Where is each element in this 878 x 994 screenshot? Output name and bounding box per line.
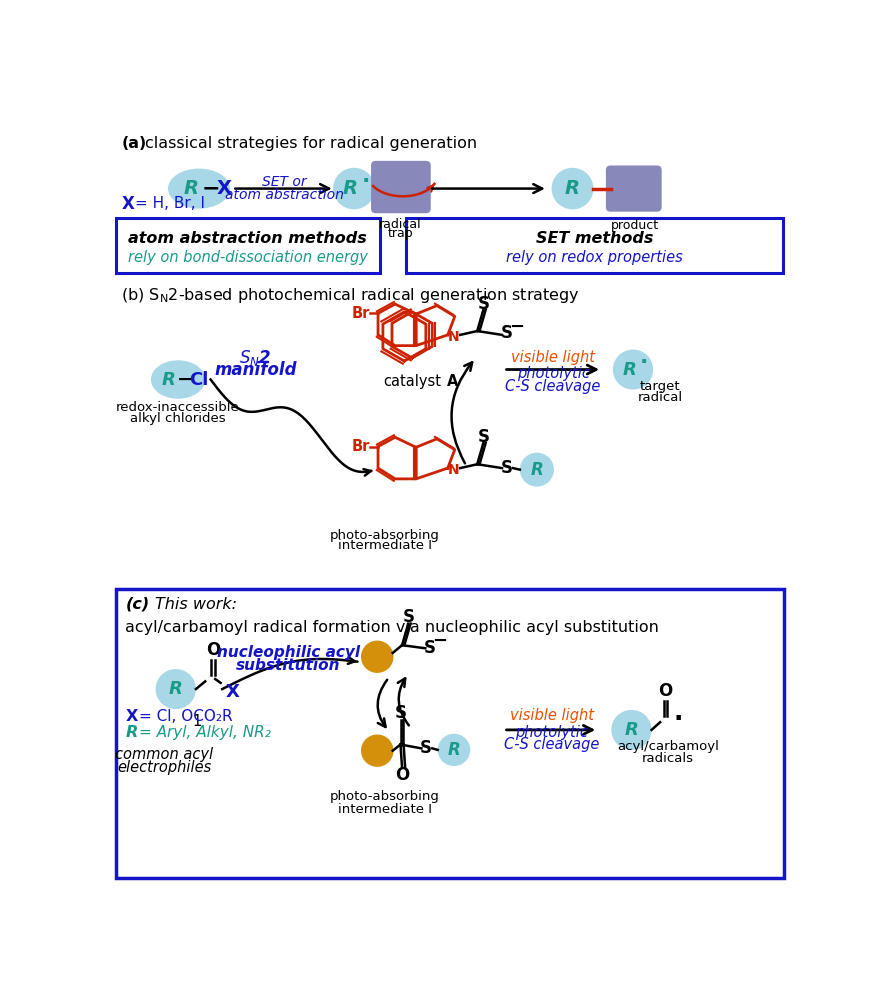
Text: SET or: SET or	[262, 175, 306, 190]
Text: Cl: Cl	[189, 371, 208, 389]
Circle shape	[437, 734, 470, 766]
Text: atom abstraction: atom abstraction	[225, 188, 343, 202]
Text: electrophiles: electrophiles	[117, 760, 211, 775]
Text: R: R	[447, 741, 460, 758]
Text: O: O	[658, 682, 672, 700]
Circle shape	[361, 735, 393, 766]
Text: radical: radical	[378, 218, 421, 231]
Text: O: O	[394, 765, 409, 783]
Text: R: R	[162, 371, 176, 389]
Text: X: X	[126, 710, 138, 725]
Text: substitution: substitution	[235, 658, 340, 674]
Circle shape	[610, 710, 651, 749]
Text: S: S	[500, 459, 512, 477]
FancyBboxPatch shape	[116, 218, 379, 273]
Text: = H, Br, I: = H, Br, I	[134, 197, 205, 212]
Text: radical: radical	[637, 391, 682, 404]
Text: S: S	[477, 295, 489, 313]
Text: O: O	[205, 641, 220, 659]
Text: classical strategies for radical generation: classical strategies for radical generat…	[145, 136, 477, 151]
Text: S: S	[420, 740, 432, 757]
Text: (a): (a)	[121, 136, 147, 151]
Text: S: S	[402, 607, 414, 625]
Text: R: R	[623, 721, 637, 739]
Text: −: −	[202, 179, 220, 199]
Text: ·: ·	[361, 171, 370, 191]
Text: R: R	[184, 179, 198, 198]
Text: ·: ·	[673, 707, 682, 732]
Text: N: N	[448, 330, 459, 344]
Text: manifold: manifold	[214, 361, 297, 380]
Text: SET methods: SET methods	[535, 232, 652, 247]
Text: product: product	[610, 219, 658, 232]
Text: C-S cleavage: C-S cleavage	[505, 379, 601, 394]
FancyBboxPatch shape	[116, 589, 783, 879]
Text: R: R	[565, 179, 579, 198]
Text: Br: Br	[351, 439, 370, 454]
Circle shape	[612, 350, 652, 390]
Text: $S_N$2: $S_N$2	[239, 348, 271, 368]
Circle shape	[551, 168, 593, 210]
Text: acyl/carbamoyl radical formation via nucleophilic acyl substitution: acyl/carbamoyl radical formation via nuc…	[126, 620, 658, 635]
Text: visible light: visible light	[509, 708, 593, 723]
Text: atom abstraction methods: atom abstraction methods	[128, 232, 367, 247]
Text: Br: Br	[351, 306, 370, 321]
Text: visible light: visible light	[511, 350, 594, 365]
Text: −: −	[431, 631, 446, 649]
Text: ·: ·	[639, 352, 647, 372]
Text: R: R	[169, 680, 183, 698]
Ellipse shape	[168, 169, 230, 209]
Text: R: R	[126, 725, 138, 740]
Text: photolytic: photolytic	[515, 725, 587, 740]
Circle shape	[155, 669, 196, 709]
Text: photo-absorbing: photo-absorbing	[329, 790, 439, 803]
Text: trap: trap	[387, 227, 413, 240]
Text: S: S	[423, 639, 435, 657]
Text: R: R	[622, 361, 636, 379]
Text: N: N	[448, 463, 459, 477]
Text: R: R	[530, 460, 543, 479]
Text: redox-inaccessible: redox-inaccessible	[116, 401, 240, 414]
Text: A: A	[447, 374, 457, 389]
Text: = Cl, OCO₂R: = Cl, OCO₂R	[140, 710, 233, 725]
Text: C-S cleavage: C-S cleavage	[503, 737, 599, 752]
Text: intermediate I: intermediate I	[338, 540, 431, 553]
Text: radicals: radicals	[641, 751, 693, 764]
Ellipse shape	[151, 360, 205, 399]
Circle shape	[519, 452, 553, 487]
Text: R: R	[342, 179, 357, 198]
Text: catalyst: catalyst	[383, 374, 441, 389]
Text: target: target	[639, 380, 680, 393]
Text: rely on bond-dissociation energy: rely on bond-dissociation energy	[127, 250, 367, 265]
Text: photolytic: photolytic	[516, 366, 589, 381]
Text: intermediate I: intermediate I	[338, 803, 431, 816]
Text: (c): (c)	[126, 596, 149, 611]
Text: = Aryl, Alkyl, NR₂: = Aryl, Alkyl, NR₂	[140, 725, 271, 740]
Text: alkyl chlorides: alkyl chlorides	[130, 412, 226, 424]
Text: −: −	[508, 318, 523, 336]
Text: S: S	[394, 704, 406, 722]
Text: −: −	[176, 370, 193, 389]
Text: X: X	[225, 683, 239, 701]
Text: S: S	[477, 428, 489, 446]
Text: acyl/carbamoyl: acyl/carbamoyl	[616, 741, 718, 753]
Circle shape	[333, 168, 375, 210]
Text: X: X	[121, 195, 134, 213]
Text: photo-absorbing: photo-absorbing	[329, 529, 439, 542]
Text: 1: 1	[192, 714, 202, 729]
FancyBboxPatch shape	[406, 218, 782, 273]
Text: X: X	[217, 179, 232, 198]
Text: rely on redox properties: rely on redox properties	[506, 250, 682, 265]
Text: common acyl: common acyl	[115, 747, 213, 762]
FancyBboxPatch shape	[371, 161, 430, 214]
Text: S: S	[500, 324, 512, 342]
FancyBboxPatch shape	[605, 165, 661, 212]
Circle shape	[361, 640, 393, 673]
Text: This work:: This work:	[155, 596, 236, 611]
Text: nucleophilic acyl: nucleophilic acyl	[216, 645, 359, 660]
Text: (b) $\mathregular{S_N}$2-based photochemical radical generation strategy: (b) $\mathregular{S_N}$2-based photochem…	[121, 286, 579, 305]
